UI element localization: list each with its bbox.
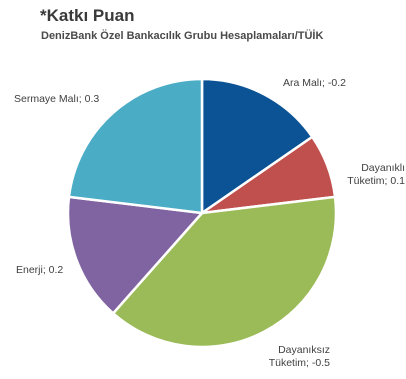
chart-subtitle: DenizBank Özel Bankacılık Grubu Hesaplam… bbox=[41, 30, 324, 42]
data-label-ara-malı: Ara Malı; -0.2 bbox=[283, 77, 346, 89]
data-label-sermaye-malı: Sermaye Malı; 0.3 bbox=[14, 93, 99, 105]
pie-slice-sermaye-malı bbox=[67, 77, 204, 215]
pie-slice-enerji bbox=[66, 195, 205, 316]
data-label-enerji: Enerji; 0.2 bbox=[16, 264, 63, 276]
chart-title: *Katkı Puan bbox=[40, 6, 135, 25]
data-label-dayanıksız-tüketim: Dayanıksız Tüketim; -0.5 bbox=[269, 344, 330, 369]
data-label-dayanıklı-tüketim: Dayanıklı Tüketim; 0.1 bbox=[347, 162, 405, 187]
pie-slice-ara-malı bbox=[200, 77, 315, 216]
pie-slice-dayanıksız-tüketim bbox=[111, 195, 338, 349]
